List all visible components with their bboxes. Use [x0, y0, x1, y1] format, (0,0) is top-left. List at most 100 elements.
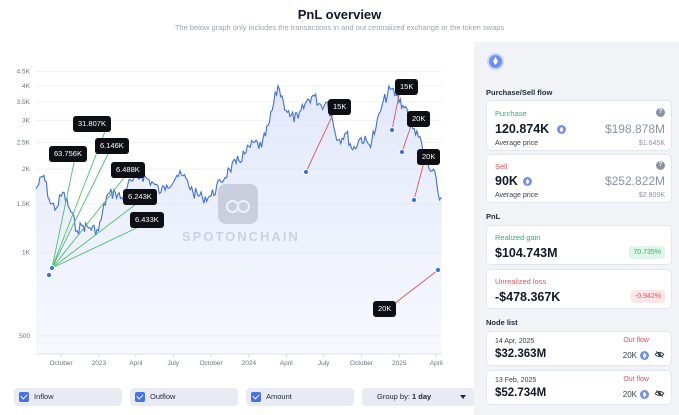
- node-list-title: Node list: [486, 318, 518, 327]
- purchase-sell-title: Purchase/Sell flow: [486, 88, 553, 97]
- callout-connector: [51, 149, 111, 269]
- callout-6433k[interactable]: 6.433K: [130, 212, 164, 228]
- y-tick-label: 2K: [22, 166, 31, 173]
- y-tick-label: 1K: [22, 250, 31, 257]
- inflow-checkbox[interactable]: [19, 392, 29, 402]
- x-tick-label: July: [318, 360, 330, 367]
- node-value: $52.734M: [495, 387, 547, 399]
- callout-6243k[interactable]: 6.243K: [123, 189, 157, 205]
- callout-connector: [305, 109, 336, 173]
- node-marker: [48, 264, 56, 272]
- purchase-usd: $198.878M: [604, 122, 665, 136]
- node-amount: 20K: [622, 390, 637, 399]
- amount-checkbox[interactable]: [251, 392, 261, 402]
- y-tick-label: 1.5K: [17, 201, 31, 208]
- sell-usd: $252.822M: [604, 174, 665, 188]
- realized-value: $104.743M: [495, 246, 558, 260]
- watermark-text: SPOTONCHAIN: [182, 229, 300, 244]
- node-date: 14 Apr, 2025: [495, 338, 535, 345]
- group-by-select[interactable]: Group by: 1 day: [362, 388, 475, 406]
- x-tick-label: October: [199, 360, 223, 367]
- x-tick-label: October: [350, 360, 374, 367]
- unrealized-label: Unrealized loss: [495, 277, 547, 286]
- unrealized-value: -$478.367K: [495, 290, 561, 304]
- callout-20k-a[interactable]: 20K: [407, 111, 431, 127]
- callout-20k-b[interactable]: 20K: [417, 149, 441, 165]
- help-icon[interactable]: ?: [656, 108, 665, 117]
- eth-icon: [523, 177, 532, 186]
- callout-31807k[interactable]: 31.807K: [73, 116, 111, 132]
- sell-avg-label: Average price: [495, 192, 539, 199]
- callout-connector: [51, 200, 141, 269]
- spotonchain-watermark: SPOTONCHAIN: [182, 184, 352, 250]
- realized-pct-badge: 70.735%: [629, 246, 665, 259]
- purchase-label: Purchase: [495, 109, 527, 118]
- eth-icon: [487, 53, 504, 70]
- chart-svg: 4.5K 4K 3.5K 3K 2.5K 2K 1.5K 1K 500 October 2023 Ap…: [17, 69, 444, 367]
- page-subtitle: The below graph only includes the transa…: [174, 23, 505, 32]
- node-marker: [398, 148, 406, 156]
- inflow-label: Inflow: [34, 392, 54, 401]
- y-tick-label: 3.5K: [17, 99, 31, 106]
- callout-15k-b[interactable]: 15K: [395, 79, 419, 95]
- x-tick-label: 2023: [92, 360, 107, 367]
- sell-label: Sell: [495, 162, 508, 171]
- page-title: PnL overview: [297, 7, 382, 22]
- eth-icon: [640, 351, 649, 360]
- callout-20k-c[interactable]: 20K: [373, 301, 397, 317]
- y-tick-label: 4.5K: [17, 69, 31, 76]
- unrealized-card: Unrealized loss -$478.367K -0.942%: [486, 269, 672, 309]
- group-by-value: 1 day: [412, 392, 432, 401]
- node-marker: [388, 126, 396, 134]
- callout-6146k[interactable]: 6.146K: [95, 138, 129, 154]
- x-tick-label: 2024: [242, 360, 257, 367]
- unrealized-pct-badge: -0.942%: [630, 290, 665, 303]
- node-flow: Out flow: [623, 376, 649, 383]
- series-area: [36, 85, 442, 355]
- chevron-down-icon: [460, 395, 466, 399]
- purchase-avg-value: $1.645K: [638, 140, 665, 147]
- callout-connector: [393, 269, 439, 305]
- outflow-label: Outflow: [150, 392, 176, 401]
- callout-connector: [401, 122, 413, 153]
- sell-amount: 90K: [495, 174, 518, 188]
- callout-connector: [51, 173, 128, 269]
- y-tick-label: 4K: [22, 83, 31, 90]
- node-marker: [302, 168, 310, 176]
- callout-connector: [51, 223, 146, 269]
- node-item[interactable]: 13 Feb, 2025 Out flow $52.734M 20K: [486, 370, 672, 405]
- y-tick-label: 2.5K: [17, 139, 31, 146]
- node-flow: Out flow: [623, 337, 649, 344]
- x-tick-label: April: [129, 360, 143, 367]
- page-header: PnL overview The below graph only includ…: [0, 0, 679, 40]
- spotonchain-logo-icon: [218, 184, 258, 224]
- outflow-checkbox[interactable]: [135, 392, 145, 402]
- amount-label: Amount: [266, 392, 292, 401]
- y-tick-label: 500: [19, 333, 30, 340]
- inflow-toggle[interactable]: Inflow: [14, 388, 122, 406]
- group-by-label: Group by:: [377, 392, 410, 401]
- pnl-title: PnL: [486, 212, 501, 221]
- node-marker: [45, 271, 53, 279]
- eye-off-icon[interactable]: [654, 390, 665, 397]
- realized-label: Realized gain: [495, 233, 541, 242]
- node-amount: 20K: [622, 351, 637, 360]
- callout-15k-a[interactable]: 15K: [328, 99, 352, 115]
- outflow-toggle[interactable]: Outflow: [130, 388, 238, 406]
- eye-off-icon[interactable]: [654, 351, 665, 358]
- eth-icon: [640, 390, 649, 399]
- callout-connector: [51, 157, 76, 269]
- sell-card: Sell ? 90K $252.822M Average price $2.80…: [486, 154, 672, 203]
- amount-toggle[interactable]: Amount: [246, 388, 354, 406]
- x-tick-label: July: [167, 360, 179, 367]
- series-line: [35, 83, 442, 236]
- realized-card: Realized gain $104.743M 70.735%: [486, 225, 672, 265]
- help-icon[interactable]: ?: [656, 161, 665, 170]
- callout-63756k[interactable]: 63.756K: [49, 146, 87, 162]
- node-item[interactable]: 14 Apr, 2025 Out flow $32.363M 20K: [486, 331, 672, 366]
- pnl-chart[interactable]: 4.5K 4K 3.5K 3K 2.5K 2K 1.5K 1K 500 October 2023 Ap…: [0, 42, 474, 376]
- summary-panel: Purchase/Sell flow Purchase ? 120.874K $…: [474, 42, 679, 415]
- x-tick-label: 2025: [392, 360, 407, 367]
- callout-6488k[interactable]: 6.488K: [111, 162, 145, 178]
- eth-icon: [557, 125, 566, 134]
